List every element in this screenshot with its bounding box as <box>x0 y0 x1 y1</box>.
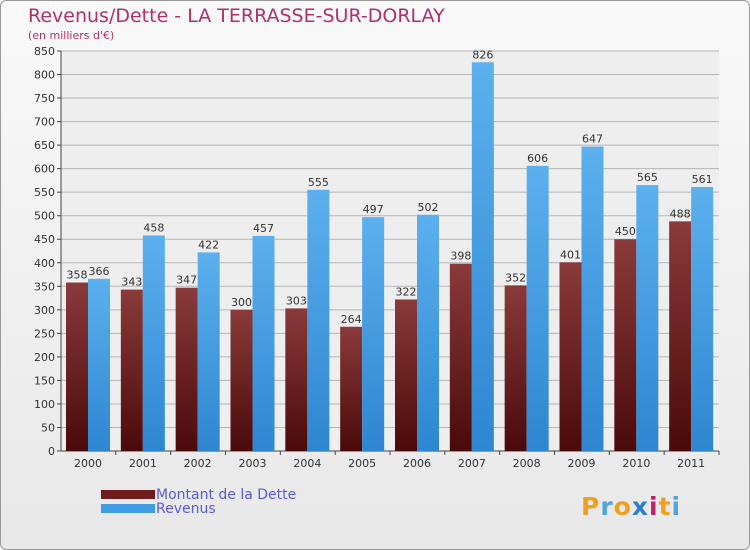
y-tick-label: 800 <box>34 69 55 82</box>
x-tick-label: 2001 <box>129 457 157 470</box>
data-label: 450 <box>615 225 636 238</box>
y-tick-label: 750 <box>34 92 55 105</box>
y-tick-label: 50 <box>41 421 55 434</box>
bar-revenus <box>142 235 165 451</box>
logo-letter: r <box>600 492 614 521</box>
chart-title: Revenus/Dette - LA TERRASSE-SUR-DORLAY <box>28 5 445 27</box>
y-tick-label: 250 <box>34 327 55 340</box>
legend-swatch-dette <box>101 490 155 499</box>
bar-dette <box>614 239 637 451</box>
y-tick-label: 500 <box>34 210 55 223</box>
y-tick-label: 350 <box>34 280 55 293</box>
data-label: 561 <box>692 173 713 186</box>
bar-revenus <box>307 189 330 451</box>
chart-subtitle: (en milliers d'€) <box>28 29 115 42</box>
logo-letter: i <box>671 492 682 521</box>
bar-dette <box>120 289 143 451</box>
y-tick-label: 100 <box>34 398 55 411</box>
data-label: 358 <box>67 269 88 282</box>
data-label: 488 <box>670 207 691 220</box>
y-tick-label: 650 <box>34 139 55 152</box>
data-label: 347 <box>176 274 197 287</box>
legend-swatch-revenus <box>101 504 155 513</box>
bar-revenus <box>636 185 659 451</box>
y-tick-label: 600 <box>34 163 55 176</box>
logo-letter: o <box>613 492 632 521</box>
bar-revenus <box>88 278 110 451</box>
y-tick-label: 0 <box>48 445 55 458</box>
bar-revenus <box>471 62 494 451</box>
logo-letter: x <box>631 492 649 521</box>
legend-label-dette: Montant de la Dette <box>156 487 297 503</box>
data-label: 606 <box>527 152 548 165</box>
y-tick-label: 450 <box>34 233 55 246</box>
x-tick-label: 2010 <box>622 457 650 470</box>
bar-revenus <box>526 165 549 451</box>
x-tick-label: 2004 <box>293 457 321 470</box>
bar-dette <box>285 308 308 451</box>
bar-dette <box>230 309 253 451</box>
data-label: 343 <box>121 276 142 289</box>
x-tick-label: 2003 <box>239 457 267 470</box>
x-tick-label: 2008 <box>513 457 541 470</box>
x-tick-label: 2000 <box>74 457 102 470</box>
x-tick-label: 2011 <box>677 457 705 470</box>
data-label: 398 <box>450 250 471 263</box>
data-label: 352 <box>505 271 526 284</box>
logo-letter: P <box>581 492 601 521</box>
bar-dette <box>669 221 692 451</box>
x-tick-label: 2002 <box>184 457 212 470</box>
bar-dette <box>449 263 472 451</box>
x-tick-label: 2006 <box>403 457 431 470</box>
x-tick-label: 2007 <box>458 457 486 470</box>
data-label: 826 <box>472 48 493 61</box>
y-tick-label: 550 <box>34 186 55 199</box>
data-label: 458 <box>143 221 164 234</box>
bar-revenus <box>252 235 275 451</box>
y-tick-label: 400 <box>34 257 55 270</box>
y-tick-label: 200 <box>34 351 55 364</box>
y-tick-label: 700 <box>34 116 55 129</box>
bar-dette <box>395 299 417 451</box>
bar-revenus <box>691 187 714 451</box>
x-tick-label: 2009 <box>568 457 596 470</box>
bar-dette <box>340 326 363 451</box>
data-label: 300 <box>231 296 252 309</box>
data-label: 457 <box>253 222 274 235</box>
logo-letter: i <box>649 492 659 521</box>
bar-dette <box>175 287 198 451</box>
bar-dette <box>559 262 582 451</box>
bar-dette <box>504 285 527 451</box>
data-label: 366 <box>89 265 110 278</box>
data-label: 303 <box>286 294 307 307</box>
bar-revenus <box>417 214 439 451</box>
bar-revenus <box>581 146 604 451</box>
data-label: 264 <box>341 313 362 326</box>
data-label: 422 <box>198 238 219 251</box>
y-tick-label: 850 <box>34 45 55 58</box>
bar-revenus <box>197 252 220 451</box>
bar-revenus <box>362 217 385 451</box>
bar-dette <box>66 282 88 451</box>
data-label: 401 <box>560 248 581 261</box>
x-tick-label: 2005 <box>348 457 376 470</box>
proxiti-logo: Proxiti <box>581 492 681 521</box>
data-label: 322 <box>396 285 417 298</box>
logo-letter: t <box>658 492 672 521</box>
data-label: 497 <box>363 203 384 216</box>
data-label: 647 <box>582 133 603 146</box>
plot-area <box>61 51 719 451</box>
y-tick-label: 150 <box>34 374 55 387</box>
data-label: 565 <box>637 171 658 184</box>
data-label: 555 <box>308 176 329 189</box>
legend-label-revenus: Revenus <box>156 501 216 517</box>
y-tick-label: 300 <box>34 304 55 317</box>
data-label: 502 <box>418 201 439 214</box>
